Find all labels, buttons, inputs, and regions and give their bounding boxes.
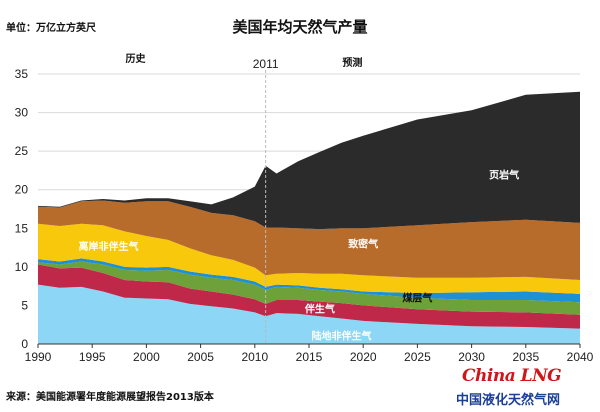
area-series	[38, 91, 580, 344]
area-页岩气	[38, 91, 580, 230]
x-tick-label: 2005	[187, 350, 214, 364]
area-label: 致密气	[348, 238, 378, 251]
x-tick-label: 2040	[567, 350, 594, 364]
y-tick-label: 30	[15, 106, 29, 120]
y-tick-label: 15	[15, 221, 29, 235]
y-tick-label: 35	[15, 67, 29, 81]
x-tick-label: 1990	[25, 350, 52, 364]
y-axis: 0 5 10 15 20 25 30 35	[15, 67, 29, 351]
area-label: 伴生气	[304, 303, 335, 316]
x-axis: 1990 1995 2000 2005 2010 2015 2020 2025 2030 2035…	[25, 343, 594, 364]
x-tick-label: 2030	[458, 350, 485, 364]
y-tick-label: 0	[21, 337, 28, 351]
x-tick-label: 2010	[241, 350, 268, 364]
y-tick-label: 20	[15, 183, 29, 197]
area-伴生气	[38, 264, 580, 329]
area-陆地非伴生气	[38, 284, 580, 344]
area-label: 页岩气	[489, 168, 519, 181]
x-tick-label: 2015	[296, 350, 323, 364]
x-tick-label: 2025	[404, 350, 431, 364]
forecast-label: 预测	[342, 56, 362, 69]
x-tick-label: 2000	[133, 350, 160, 364]
area-致密气	[38, 200, 580, 280]
unit-label: 单位：万亿立方英尺	[6, 23, 96, 34]
logo-wordmark: China LNG	[462, 366, 562, 386]
history-label: 历史	[126, 52, 147, 65]
x-tick-label: 2020	[350, 350, 377, 364]
area-阿拉斯加	[38, 258, 580, 303]
source-note: 来源：美国能源署年度能源展望报告2013版本	[6, 392, 214, 403]
chart-title: 美国年均天然气产量	[232, 18, 368, 36]
area-label: 离岸非伴生气	[78, 240, 138, 253]
area-label: 煤层气	[402, 292, 432, 305]
y-tick-label: 25	[15, 144, 29, 158]
x-tick-label: 2035	[512, 350, 539, 364]
y-tick-label: 5	[21, 298, 28, 312]
area-label: 陆地非伴生气	[312, 330, 372, 343]
area-离岸非伴生气	[38, 223, 580, 294]
y-tick-label: 10	[15, 260, 29, 274]
china-lng-logo: China LNG 中国液化天然气网	[452, 366, 596, 408]
area-煤层气	[38, 261, 580, 315]
divider-year-label: 2011	[253, 57, 279, 71]
x-tick-label: 1995	[79, 350, 106, 364]
logo-site-name: 中国液化天然气网	[456, 393, 561, 408]
